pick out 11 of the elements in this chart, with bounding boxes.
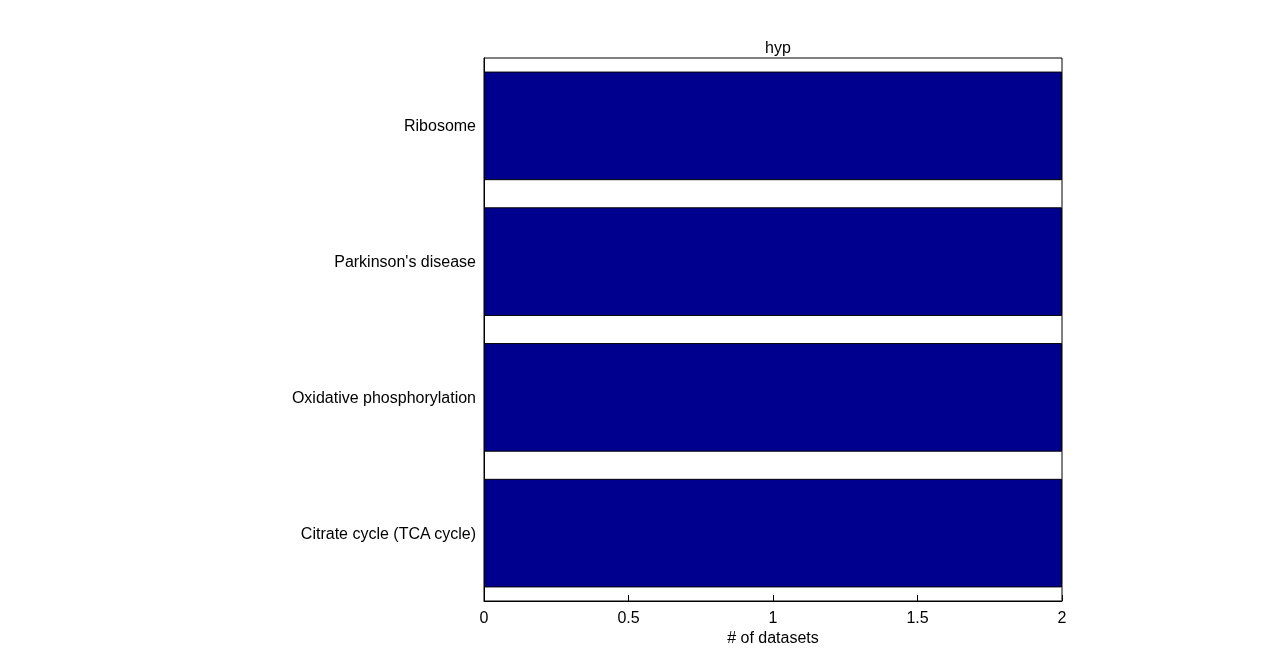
y-tick-label: Ribosome (403, 117, 477, 135)
x-tick-label: 2 (1057, 608, 1067, 626)
x-tick-label: 0 (479, 608, 489, 626)
y-tick-label: Citrate cycle (TCA cycle) (300, 524, 476, 542)
x-tick-label: 0.5 (617, 608, 640, 626)
x-axis-title: # of datasets (727, 629, 819, 647)
y-tick-label: Parkinson's disease (334, 253, 477, 271)
chart-title: hyp (765, 38, 791, 56)
x-tick-label: 1 (768, 608, 778, 626)
y-tick-label: Oxidative phosphorylation (291, 388, 476, 406)
x-tick-label: 1.5 (906, 608, 929, 626)
